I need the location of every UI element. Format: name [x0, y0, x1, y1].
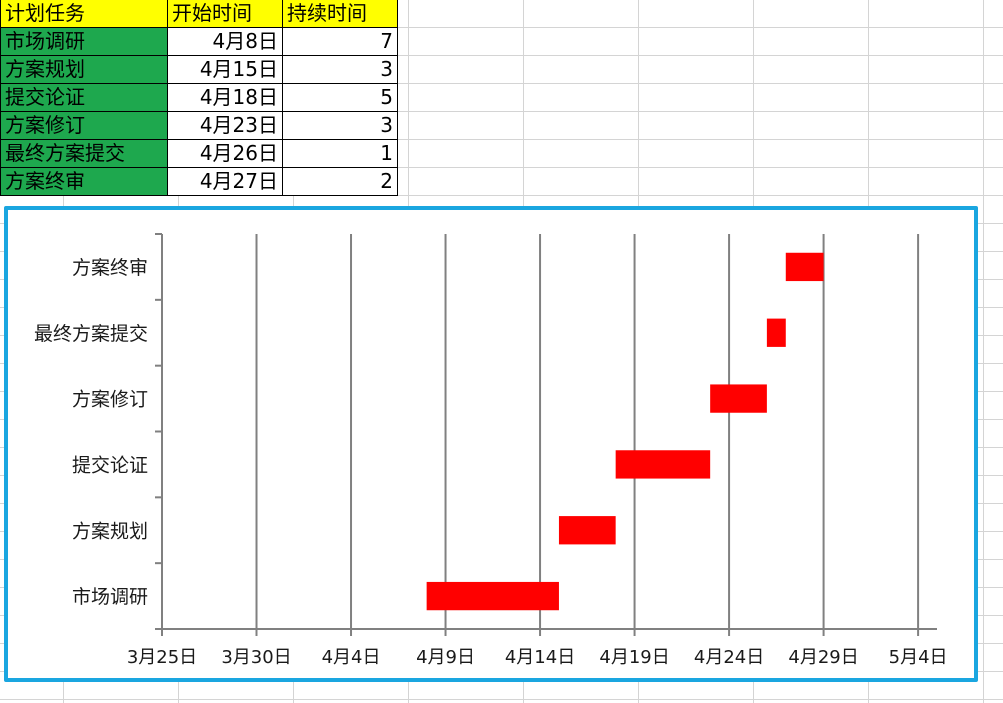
duration-cell[interactable]: 1 [283, 140, 398, 168]
x-tick-label: 4月29日 [788, 647, 858, 668]
category-label: 最终方案提交 [34, 323, 148, 345]
gantt-bar [615, 450, 711, 479]
start-cell[interactable]: 4月27日 [168, 168, 283, 196]
duration-cell[interactable]: 2 [283, 168, 398, 196]
category-label: 提交论证 [72, 454, 148, 476]
task-cell[interactable]: 市场调研 [0, 28, 168, 56]
gantt-bar [426, 581, 559, 611]
x-tick-label: 4月14日 [505, 647, 575, 668]
start-cell[interactable]: 4月23日 [168, 112, 283, 140]
start-cell[interactable]: 4月15日 [168, 56, 283, 84]
duration-cell[interactable]: 7 [283, 28, 398, 56]
category-label: 市场调研 [72, 586, 148, 608]
category-label: 方案规划 [72, 520, 148, 542]
gantt-bar [558, 516, 616, 545]
task-cell[interactable]: 方案规划 [0, 56, 168, 84]
task-cell[interactable]: 方案修订 [0, 112, 168, 140]
task-cell[interactable]: 最终方案提交 [0, 140, 168, 168]
x-tick-label: 4月24日 [694, 647, 764, 668]
gantt-bar [710, 384, 767, 413]
start-cell[interactable]: 4月26日 [168, 140, 283, 168]
gantt-chart: 3月25日 3月30日 4月4日 4月9日 4月14日 4月19日 4月24日 4月29日 5月… [34, 233, 948, 668]
duration-cell[interactable]: 5 [283, 84, 398, 112]
x-tick-label: 5月4日 [889, 647, 948, 668]
header-task[interactable]: 计划任务 [0, 0, 168, 28]
start-cell[interactable]: 4月18日 [168, 84, 283, 112]
duration-cell[interactable]: 3 [283, 112, 398, 140]
x-tick-label: 4月4日 [322, 647, 381, 668]
start-cell[interactable]: 4月8日 [168, 28, 283, 56]
task-cell[interactable]: 方案终审 [0, 168, 168, 196]
x-tick-label: 4月19日 [599, 647, 669, 668]
gantt-bar [785, 252, 824, 282]
category-label: 方案终审 [72, 257, 148, 279]
header-duration[interactable]: 持续时间 [283, 0, 398, 28]
category-label: 方案修订 [72, 389, 148, 411]
x-tick-label: 4月9日 [416, 647, 475, 668]
task-cell[interactable]: 提交论证 [0, 84, 168, 112]
gantt-chart-object[interactable]: 3月25日 3月30日 4月4日 4月9日 4月14日 4月19日 4月24日 4月29日 5月… [4, 206, 978, 682]
gantt-bar [766, 318, 786, 347]
x-tick-label: 3月30日 [221, 647, 291, 668]
x-tick-label: 3月25日 [127, 647, 197, 668]
duration-cell[interactable]: 3 [283, 56, 398, 84]
header-start[interactable]: 开始时间 [168, 0, 283, 28]
